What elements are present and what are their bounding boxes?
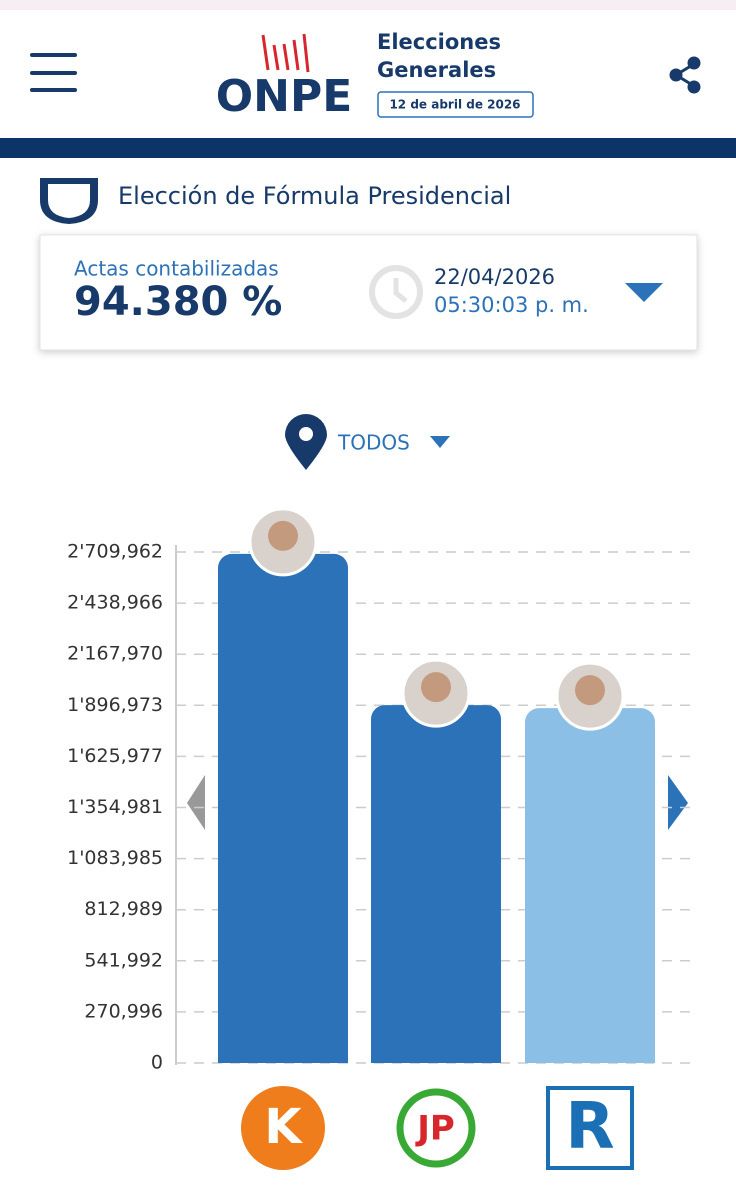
filter-label: TODOS (337, 431, 410, 455)
status-strip (0, 0, 736, 10)
party-logos: K JP R (241, 1086, 634, 1170)
header-band (0, 138, 736, 158)
header-date: 12 de abril de 2026 (389, 98, 520, 112)
party-logo (241, 1086, 325, 1170)
shield-inner (48, 184, 90, 218)
y-tick-label: 1'354,981 (67, 796, 163, 818)
party-logo-text: R (565, 1090, 614, 1164)
filter[interactable]: TODOS (285, 414, 450, 470)
share-dot (687, 80, 701, 94)
clock-hands (393, 278, 408, 303)
summary-card (39, 234, 698, 351)
menu-bar (30, 88, 77, 92)
photo-face (575, 675, 605, 706)
summary-dropdown[interactable] (625, 283, 663, 302)
bar-foot (218, 1049, 348, 1063)
party-logo-text: K (264, 1099, 303, 1155)
bar-foot (525, 1049, 655, 1063)
y-tick-label: 1'896,973 (67, 694, 163, 716)
summary-time: 05:30:03 p. m. (434, 293, 589, 317)
menu-button[interactable] (30, 53, 77, 92)
bar (371, 705, 501, 1063)
menu-bar (30, 53, 77, 57)
party-logo-text: JP (415, 1109, 455, 1149)
header-title: Generales (377, 58, 496, 82)
pin-hole (299, 427, 313, 441)
summary-percent: 94.380 % (74, 279, 282, 325)
section-title: Elección de Fórmula Presidencial (118, 182, 511, 210)
share-button[interactable] (669, 56, 701, 94)
y-tick-label: 270,996 (84, 1000, 163, 1022)
photo-face (268, 520, 298, 551)
prev-arrow[interactable] (187, 775, 205, 830)
party-logo (546, 1086, 634, 1170)
summary-label: Actas contabilizadas (74, 257, 279, 281)
bar-foot (371, 1049, 501, 1063)
party-logo (396, 1088, 476, 1168)
coat-of-arms (40, 178, 98, 224)
next-arrow[interactable] (668, 775, 688, 830)
clock-icon (369, 265, 423, 319)
logo-text: ONPE (216, 71, 353, 122)
logo-hand (261, 33, 310, 73)
filter-arrow (430, 436, 450, 448)
y-tick-label: 0 (151, 1052, 163, 1074)
y-tick-label: 2'167,970 (67, 643, 163, 665)
menu-bar (30, 71, 77, 75)
share-dot (687, 56, 701, 70)
bar (525, 708, 655, 1063)
header-title: Elecciones (377, 30, 501, 54)
y-tick-label: 2'709,962 (67, 541, 163, 563)
y-tick-label: 812,989 (84, 898, 163, 920)
bar (218, 553, 348, 1063)
photo-face (421, 672, 451, 703)
summary-date: 22/04/2026 (434, 265, 555, 289)
y-tick-label: 2'438,966 (67, 592, 163, 614)
date-box (377, 91, 534, 118)
y-tick-label: 541,992 (84, 949, 163, 971)
y-tick-label: 1'625,977 (67, 745, 163, 767)
share-dot (669, 68, 683, 82)
y-tick-label: 1'083,985 (67, 847, 163, 869)
pin-icon (285, 414, 327, 470)
